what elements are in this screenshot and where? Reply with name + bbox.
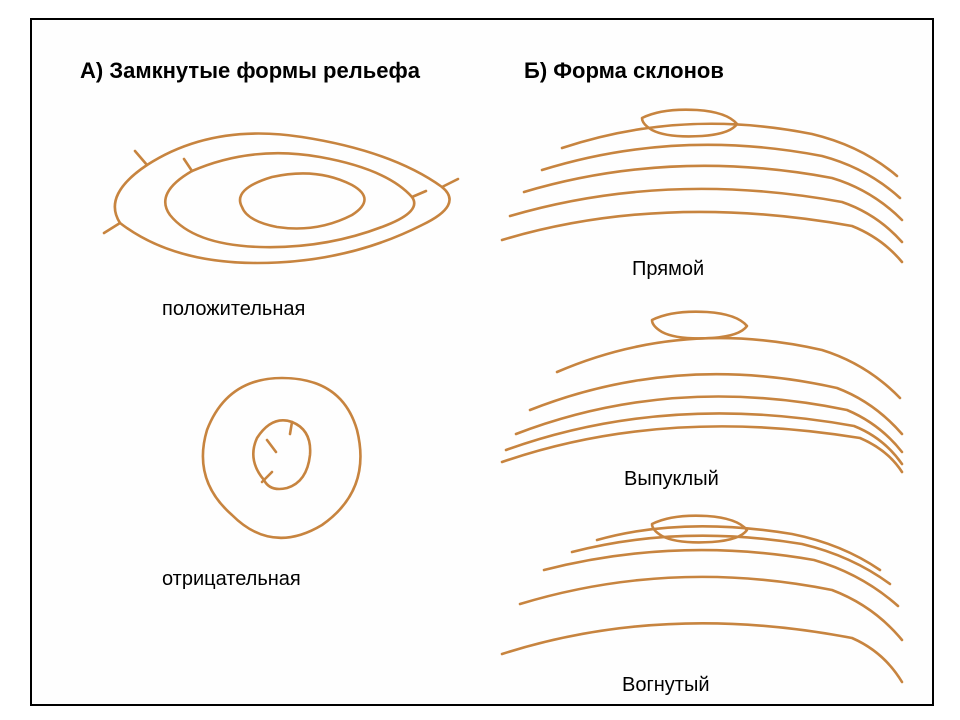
v0 [652,312,747,339]
v1 [557,338,900,398]
page: А) Замкнутые формы рельефа Б) Форма скло… [0,0,960,720]
contour-mid [165,153,414,247]
label-negative: отрицательная [162,568,301,591]
tick-3 [442,179,458,187]
s5 [502,212,902,262]
neg-inner [253,420,310,489]
slope-convex [502,300,902,470]
g4 [520,577,902,640]
slope-straight [502,90,902,260]
neg-tick-2 [290,422,292,434]
contours-negative [172,360,392,560]
neg-tick-3 [262,472,272,482]
title-right: Б) Форма склонов [524,58,724,84]
diagram-frame: А) Замкнутые формы рельефа Б) Форма скло… [30,18,934,706]
tick-1 [104,223,120,233]
tick-5 [412,191,426,197]
g1 [597,526,880,570]
contour-inner [240,173,365,228]
label-concave: Вогнутый [622,674,710,697]
label-positive: положительная [162,298,305,321]
title-left: А) Замкнутые формы рельефа [80,58,420,84]
v4 [506,413,902,464]
label-straight: Прямой [632,258,704,281]
slope-concave [502,506,902,686]
s4 [510,189,902,242]
neg-outer [203,378,361,538]
neg-tick-1 [267,440,276,452]
tick-4 [184,159,192,171]
label-convex: Выпуклый [624,468,719,491]
tick-2 [135,151,147,165]
contours-positive [92,115,472,285]
s1 [562,124,897,176]
